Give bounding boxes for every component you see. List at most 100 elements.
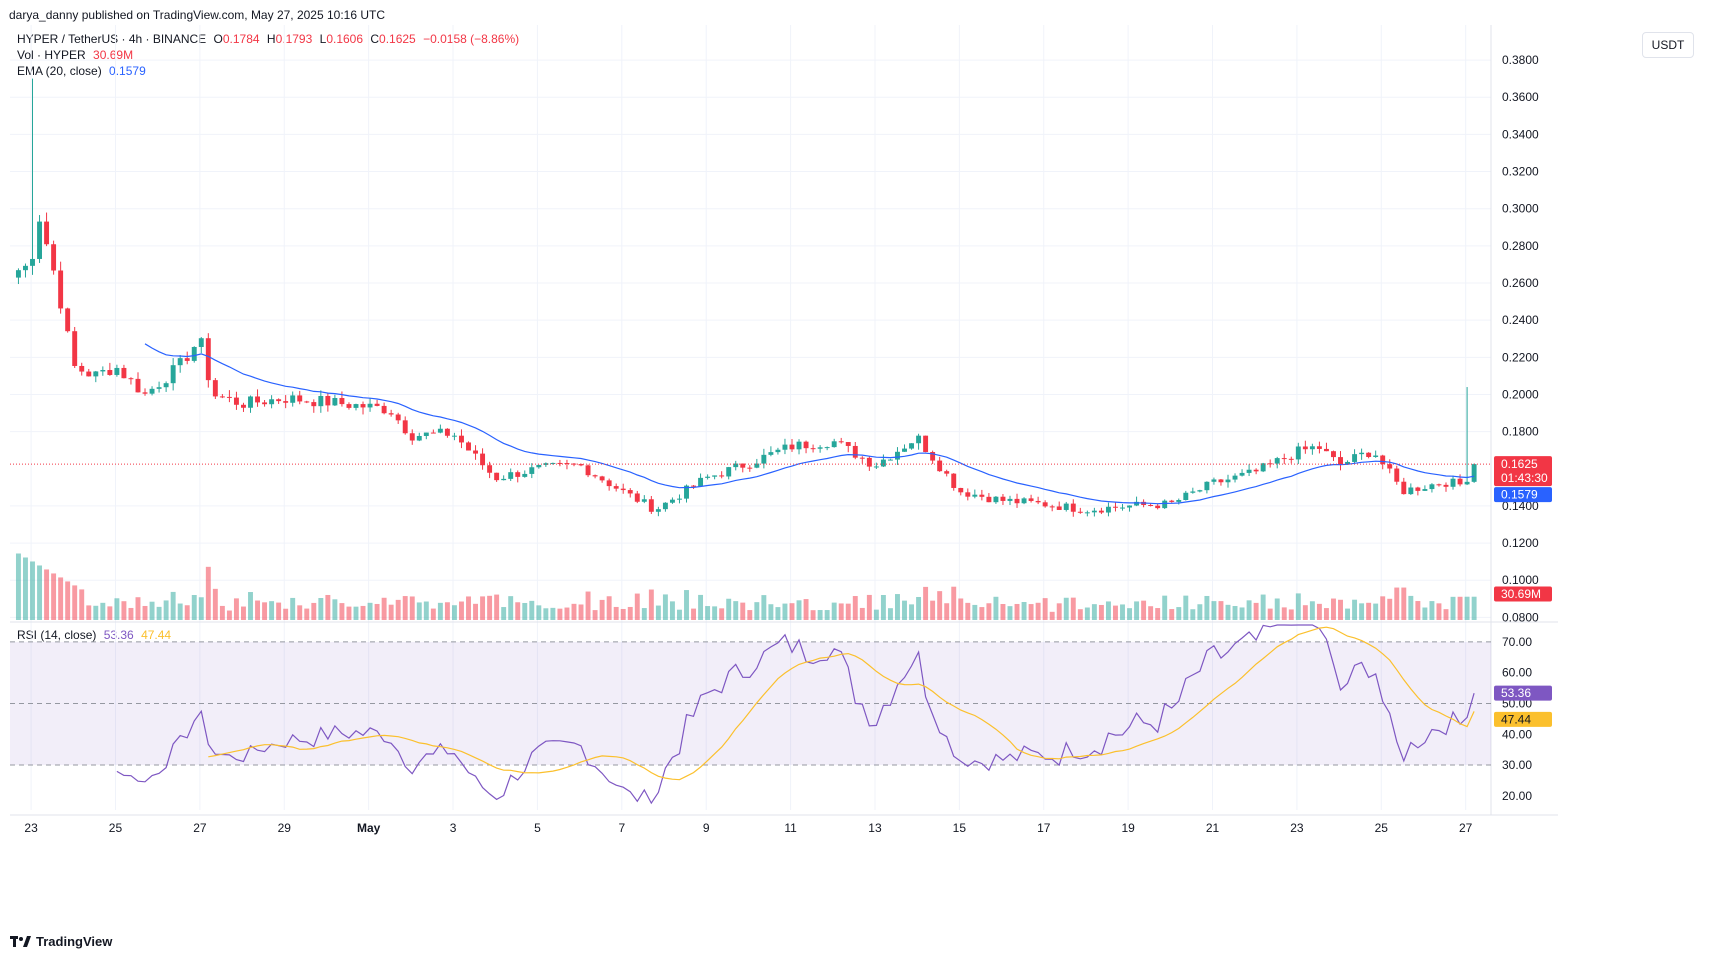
candles	[15, 78, 1477, 517]
volume-bar	[226, 610, 232, 620]
volume-bar	[318, 598, 324, 620]
volume-badge: 30.69M	[1501, 587, 1541, 601]
currency-selector[interactable]: USDT	[1642, 32, 1694, 58]
candle	[817, 447, 823, 449]
rsi-label: RSI (14, close)	[17, 628, 97, 642]
volume-bar	[1028, 604, 1034, 620]
volume-bar	[339, 603, 345, 620]
candle	[205, 338, 211, 381]
symbol-label[interactable]: HYPER / TetherUS · 4h · BINANCE	[17, 32, 207, 46]
volume-bar	[1211, 601, 1217, 620]
volume-bar	[1274, 598, 1280, 620]
volume-bar	[1197, 604, 1203, 620]
ema-value: 0.1579	[109, 64, 146, 78]
candle	[114, 367, 120, 375]
candle	[958, 487, 964, 493]
candle	[515, 472, 521, 477]
candle	[226, 396, 232, 398]
volume-bar	[1021, 602, 1027, 620]
volume-bar	[557, 608, 563, 620]
candle	[684, 485, 689, 499]
candle	[1352, 454, 1358, 462]
candle	[803, 441, 809, 449]
price-tick-label: 0.3200	[1502, 165, 1539, 179]
candle	[1007, 498, 1013, 501]
volume-bar	[930, 600, 936, 620]
volume-bar	[564, 607, 570, 620]
volume-bar	[1162, 595, 1168, 620]
candle	[1155, 505, 1161, 509]
candle	[15, 270, 21, 278]
candle	[423, 432, 429, 436]
volume-bar	[972, 604, 978, 620]
price-badge-bg	[1494, 456, 1552, 487]
volume-bar	[1176, 607, 1182, 620]
volume-bar	[782, 603, 788, 620]
candle	[100, 370, 106, 372]
volume-bar	[1239, 607, 1245, 620]
volume-bar	[585, 591, 591, 620]
volume-bar	[1401, 587, 1407, 620]
time-tick-label: May	[357, 821, 381, 835]
candle	[191, 346, 197, 361]
time-tick-label: 21	[1206, 821, 1220, 835]
volume-bar	[1183, 595, 1189, 620]
volume-bar	[473, 603, 478, 620]
volume-bar	[304, 608, 310, 620]
volume-bar	[388, 604, 394, 620]
volume-bar	[423, 601, 429, 620]
time-axis[interactable]: 23 25 27 29 May 3 5 7 9 11 13 15 17 19 21 23 25 27	[24, 821, 1472, 835]
volume-bar	[655, 605, 661, 620]
volume-bar	[360, 605, 366, 620]
candle	[937, 460, 943, 472]
volume-legend[interactable]: Vol · HYPER 30.69M	[17, 48, 137, 62]
candle	[1380, 455, 1386, 465]
volume-bar	[1380, 596, 1386, 620]
price-tick-label: 0.2200	[1502, 350, 1539, 364]
volume-bar	[578, 604, 584, 620]
volume-bar	[592, 610, 598, 620]
candle	[648, 499, 654, 512]
candle	[480, 453, 486, 466]
volume-bar	[402, 596, 408, 620]
change-value: −0.0158 (−8.86%)	[423, 32, 520, 46]
candle	[241, 404, 246, 408]
tradingview-logo[interactable]: TradingView	[10, 934, 112, 949]
ema-legend[interactable]: EMA (20, close) 0.1579	[17, 64, 150, 78]
volume-bar	[142, 605, 148, 620]
volume-bar	[1457, 596, 1463, 620]
candle	[1436, 484, 1442, 486]
price-axis[interactable]: 0.3800 0.3600 0.3400 0.3200 0.3000 0.2800 0.26…	[1502, 53, 1539, 624]
time-tick-label: 23	[24, 821, 38, 835]
candle	[1387, 464, 1393, 469]
candle	[37, 221, 42, 259]
volume-bar	[1098, 604, 1104, 620]
rsi-tick-label: 70.00	[1502, 635, 1532, 649]
rsi-badge-bg	[1494, 685, 1552, 701]
candle	[761, 454, 767, 464]
volume-bar	[37, 565, 42, 620]
candle	[669, 499, 675, 503]
candle	[564, 463, 570, 465]
price-tick-label: 0.3600	[1502, 90, 1539, 104]
rsi-legend[interactable]: RSI (14, close) 53.36 47.44	[17, 628, 175, 642]
volume-bar	[691, 608, 696, 620]
chart-canvas[interactable]: 0.3800 0.3600 0.3400 0.3200 0.3000 0.2800 0.26…	[0, 0, 1715, 930]
volume-bar	[733, 601, 739, 620]
candle	[1070, 503, 1076, 512]
candle	[768, 452, 774, 455]
candle	[487, 465, 493, 473]
candle	[775, 449, 781, 453]
volume-bar	[51, 573, 57, 620]
volume-bar	[789, 603, 795, 620]
candle	[51, 244, 57, 271]
candle	[641, 499, 647, 502]
volume-bar	[437, 602, 443, 620]
price-tick-label: 0.2800	[1502, 239, 1539, 253]
volume-bar	[72, 585, 78, 620]
candle	[536, 464, 542, 468]
price-tick-label: 0.1800	[1502, 425, 1539, 439]
candle	[388, 413, 394, 415]
tradingview-logo-icon	[10, 935, 31, 947]
